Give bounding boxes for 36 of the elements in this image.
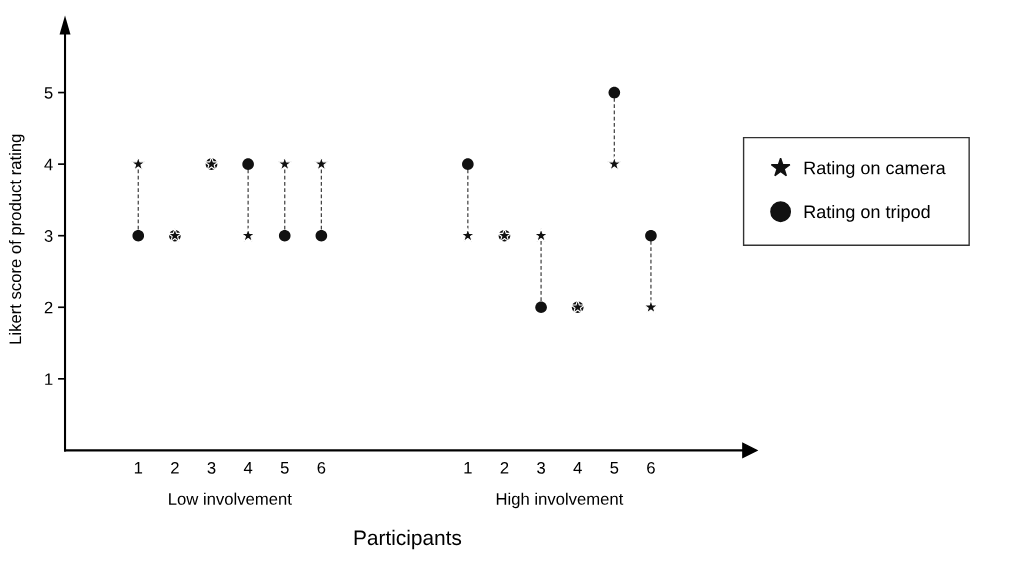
point — [535, 301, 547, 314]
y-tick-label: 2 — [44, 301, 53, 314]
legend-label: Rating on tripod — [804, 204, 930, 222]
y-axis-title: Likert score of product rating — [8, 134, 25, 344]
point — [315, 229, 328, 242]
point — [277, 156, 293, 171]
x-tick-label: 6 — [317, 461, 326, 474]
x-tick-label: 1 — [464, 462, 472, 474]
text: High involvement — [496, 492, 624, 509]
x-tick-label: 5 — [280, 462, 289, 474]
legend-label: Rating on camera — [804, 161, 946, 178]
x-tick-label: 1 — [134, 462, 143, 474]
x-tick-label: 3 — [207, 461, 216, 474]
y-tick-label: 1 — [45, 373, 53, 385]
point — [645, 229, 657, 242]
point — [313, 156, 329, 171]
point — [130, 156, 146, 171]
x-tick-label: 5 — [610, 462, 619, 474]
y-tick-label: 3 — [44, 230, 53, 242]
x-tick-label: 3 — [537, 461, 545, 474]
point — [242, 158, 254, 170]
x-tick-label: 4 — [243, 462, 253, 474]
point — [606, 156, 622, 171]
point — [278, 229, 291, 242]
y-tick-label: 4 — [44, 158, 53, 171]
point — [462, 158, 474, 170]
point — [132, 229, 145, 242]
text: Low involvement — [169, 492, 292, 505]
x-axis-title: Participants — [354, 529, 462, 550]
y-tick-label: 5 — [44, 87, 53, 99]
x-tick-label: 6 — [647, 461, 655, 474]
x-tick-label: 2 — [171, 461, 179, 474]
x-tick-label: 4 — [573, 462, 582, 474]
point — [643, 299, 659, 314]
x-tick-label: 2 — [500, 461, 509, 474]
point — [608, 86, 621, 99]
